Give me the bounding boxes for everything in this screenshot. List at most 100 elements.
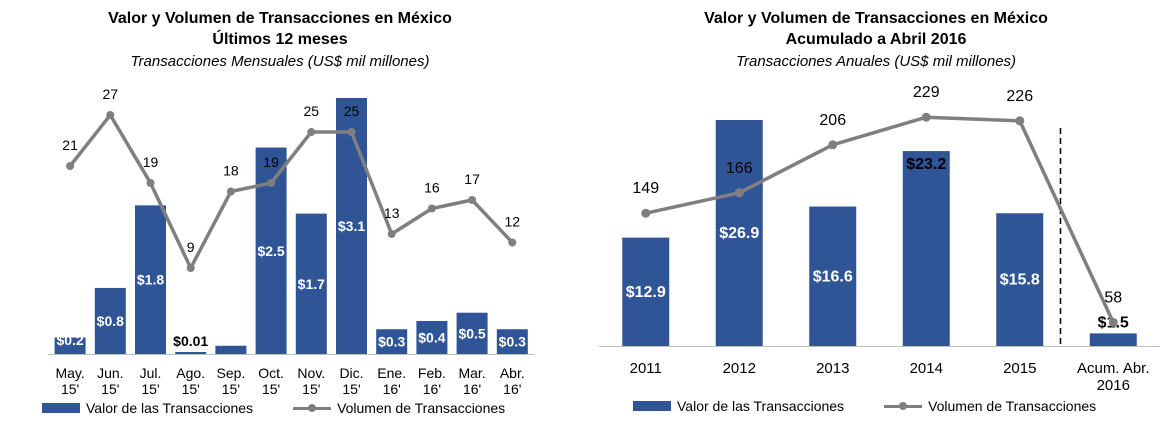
legend-label: Volumen de Transacciones [337,400,506,416]
bar [1089,333,1137,346]
monthly-chart: $0.2May.15'$0.8Jun.15'$1.8Jul.15'$0.01Ag… [48,86,535,397]
monthly-chart-panel: Valor y Volumen de Transacciones en Méxi… [0,0,560,436]
volume-point [1108,317,1118,327]
chart-legend: Valor de las Transacciones Volumen de Tr… [633,398,1136,414]
volume-point [307,128,316,136]
x-tick-label: Abr. [500,365,525,381]
legend-item-bar: Valor de las Transacciones [633,398,844,414]
volume-label: 19 [143,154,159,170]
bar [996,213,1044,346]
volume-label: 21 [62,137,78,153]
x-tick-label: 15' [262,381,280,397]
x-tick-label: 2016 [1097,377,1130,394]
bar-value-label: $0.01 [173,333,208,349]
volume-label: 16 [424,180,440,196]
bar-value-label: $2.5 [257,243,284,259]
x-tick-label: Oct. [258,365,284,381]
x-tick-label: 2015 [1003,360,1036,377]
volume-label: 25 [304,103,320,119]
x-tick-label: Jun. [97,365,123,381]
x-tick-label: 15' [222,381,240,397]
legend-label: Volumen de Transacciones [928,398,1097,414]
x-tick-label: 2013 [816,360,849,377]
bar-value-label: $0.5 [458,325,485,341]
volume-label: 25 [344,103,360,119]
x-tick-label: 15' [61,381,79,397]
bar-value-label: $0.8 [97,313,124,329]
volume-point [267,179,276,187]
volume-point [347,128,356,136]
volume-point [828,140,838,150]
x-tick-label: 2012 [723,360,756,377]
x-tick-label: 15' [302,381,320,397]
bar-value-label: $0.3 [378,334,405,350]
chart-subtitle: Transacciones Mensuales (US$ mil millone… [130,53,430,70]
volume-point [508,238,517,247]
bar [295,213,327,354]
volume-point [921,112,931,122]
volume-point [146,179,155,187]
volume-label: 13 [384,205,400,221]
bar-value-label: $0.4 [418,329,445,345]
volume-line [68,113,514,270]
annual-chart: $12.9 2011 $26.9 2012 $16.6 2013 $23.2 2014 $15.… [599,84,1160,394]
x-tick-label: 2011 [630,360,662,377]
bar [336,98,367,354]
x-tick-label: Sep. [216,365,245,381]
x-tick-label: 2014 [910,360,943,377]
volume-label: 58 [1104,289,1122,306]
legend-bar-swatch [633,401,671,411]
volume-point [1015,116,1025,126]
x-tick-label: 15' [342,381,360,397]
x-tick-label: Acum. Abr. [1077,360,1150,377]
volume-label: 206 [819,112,846,129]
bar-value-label: $0.2 [56,332,83,348]
x-tick-label: Dic. [339,365,363,381]
volume-label: 19 [263,154,279,170]
bar [135,205,166,354]
bar-value-label: $1.7 [298,276,325,292]
volume-line [645,115,1115,324]
x-tick-label: 15' [101,381,119,397]
x-tick-label: 15' [182,381,200,397]
volume-label: 12 [505,214,521,230]
volume-point [387,230,396,238]
bar [456,312,488,354]
x-tick-label: May. [55,365,84,381]
bar-value-label: $16.6 [813,268,853,285]
bar [376,329,408,354]
volume-point [106,111,115,119]
volume-label: 166 [726,160,753,177]
chart-title-period: Acumulado a Abril 2016 [785,31,967,48]
x-tick-label: 15' [141,381,159,397]
volume-point [427,204,436,213]
x-tick-label: Nov. [297,365,325,381]
bar [622,237,670,346]
bar-value-label: $23.2 [906,156,946,173]
volume-label: 9 [187,239,195,255]
bar-value-label: $0.3 [499,334,526,350]
x-tick-label: Ago. [176,365,205,381]
x-tick-label: Ene. [377,365,406,381]
x-tick-label: 16' [383,381,401,397]
volume-point [66,162,75,170]
volume-label: 27 [103,86,119,102]
volume-label: 229 [913,84,940,101]
volume-point [186,264,195,272]
bar [902,151,950,346]
bar [54,337,86,354]
x-tick-label: Jul. [140,365,162,381]
legend-line-swatch [293,403,332,413]
chart-title: Valor y Volumen de Transacciones en Méxi… [704,10,1048,27]
legend-line-swatch [884,401,923,411]
x-tick-label: Feb. [418,365,446,381]
volume-label: 18 [223,163,239,179]
bar [416,320,448,354]
legend-item-line: Volumen de Transacciones [884,398,1096,414]
volume-label: 149 [632,180,659,197]
legend-bar-swatch [42,403,80,413]
x-tick-label: Mar. [458,365,485,381]
volume-label: 17 [464,171,480,187]
bar [215,345,247,354]
bar-value-label: $0.1 [217,332,244,348]
